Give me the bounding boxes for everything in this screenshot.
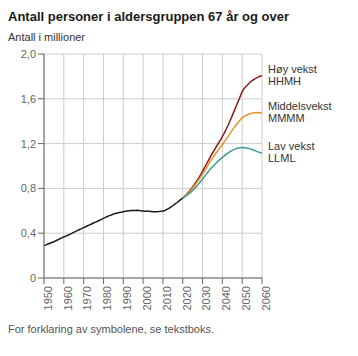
svg-text:0: 0: [30, 272, 36, 284]
svg-text:2050: 2050: [240, 286, 252, 310]
svg-text:2060: 2060: [260, 286, 272, 310]
html-text:Antall i millioner: Antall i millioner: [8, 31, 85, 43]
svg-text:2000: 2000: [141, 286, 153, 310]
svg-text:1990: 1990: [121, 286, 133, 310]
svg-text:1980: 1980: [101, 286, 113, 310]
svg-text:2030: 2030: [200, 286, 212, 310]
svg-text:1950: 1950: [42, 286, 54, 310]
svg-text:Høy vekstHHMH: Høy vekstHHMH: [268, 63, 317, 87]
svg-text:Lav vekstLLML: Lav vekstLLML: [268, 140, 314, 164]
html-text:Antall personer i aldersgruppe: Antall personer i aldersgruppen 67 år og…: [8, 9, 289, 24]
svg-text:1960: 1960: [62, 286, 74, 310]
svg-text:2010: 2010: [161, 286, 173, 310]
svg-text:1,2: 1,2: [21, 138, 36, 150]
html-text:For forklaring av symbolene, s: For forklaring av symbolene, se tekstbok…: [8, 323, 214, 335]
svg-text:MiddelsvekstMMMM: MiddelsvekstMMMM: [268, 100, 332, 124]
svg-text:1970: 1970: [81, 286, 93, 310]
svg-text:2040: 2040: [220, 286, 232, 310]
svg-text:1,6: 1,6: [21, 93, 36, 105]
svg-text:0,8: 0,8: [21, 182, 36, 194]
svg-text:0,4: 0,4: [21, 227, 36, 239]
svg-text:2,0: 2,0: [21, 48, 36, 60]
svg-text:2020: 2020: [181, 286, 193, 310]
